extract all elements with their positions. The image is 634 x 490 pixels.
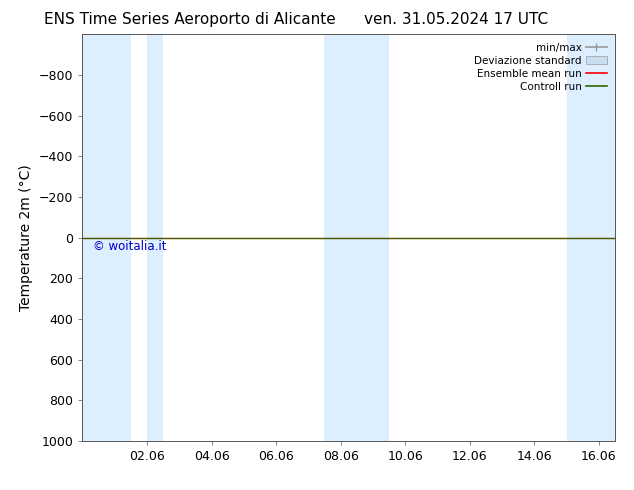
- Text: ven. 31.05.2024 17 UTC: ven. 31.05.2024 17 UTC: [365, 12, 548, 27]
- Y-axis label: Temperature 2m (°C): Temperature 2m (°C): [19, 164, 34, 311]
- Legend: min/max, Deviazione standard, Ensemble mean run, Controll run: min/max, Deviazione standard, Ensemble m…: [471, 40, 610, 95]
- Bar: [147, 34, 163, 441]
- Text: ENS Time Series Aeroporto di Alicante: ENS Time Series Aeroporto di Alicante: [44, 12, 336, 27]
- Bar: [82, 34, 131, 441]
- Text: © woitalia.it: © woitalia.it: [93, 240, 167, 253]
- Bar: [325, 34, 389, 441]
- Bar: [567, 34, 615, 441]
